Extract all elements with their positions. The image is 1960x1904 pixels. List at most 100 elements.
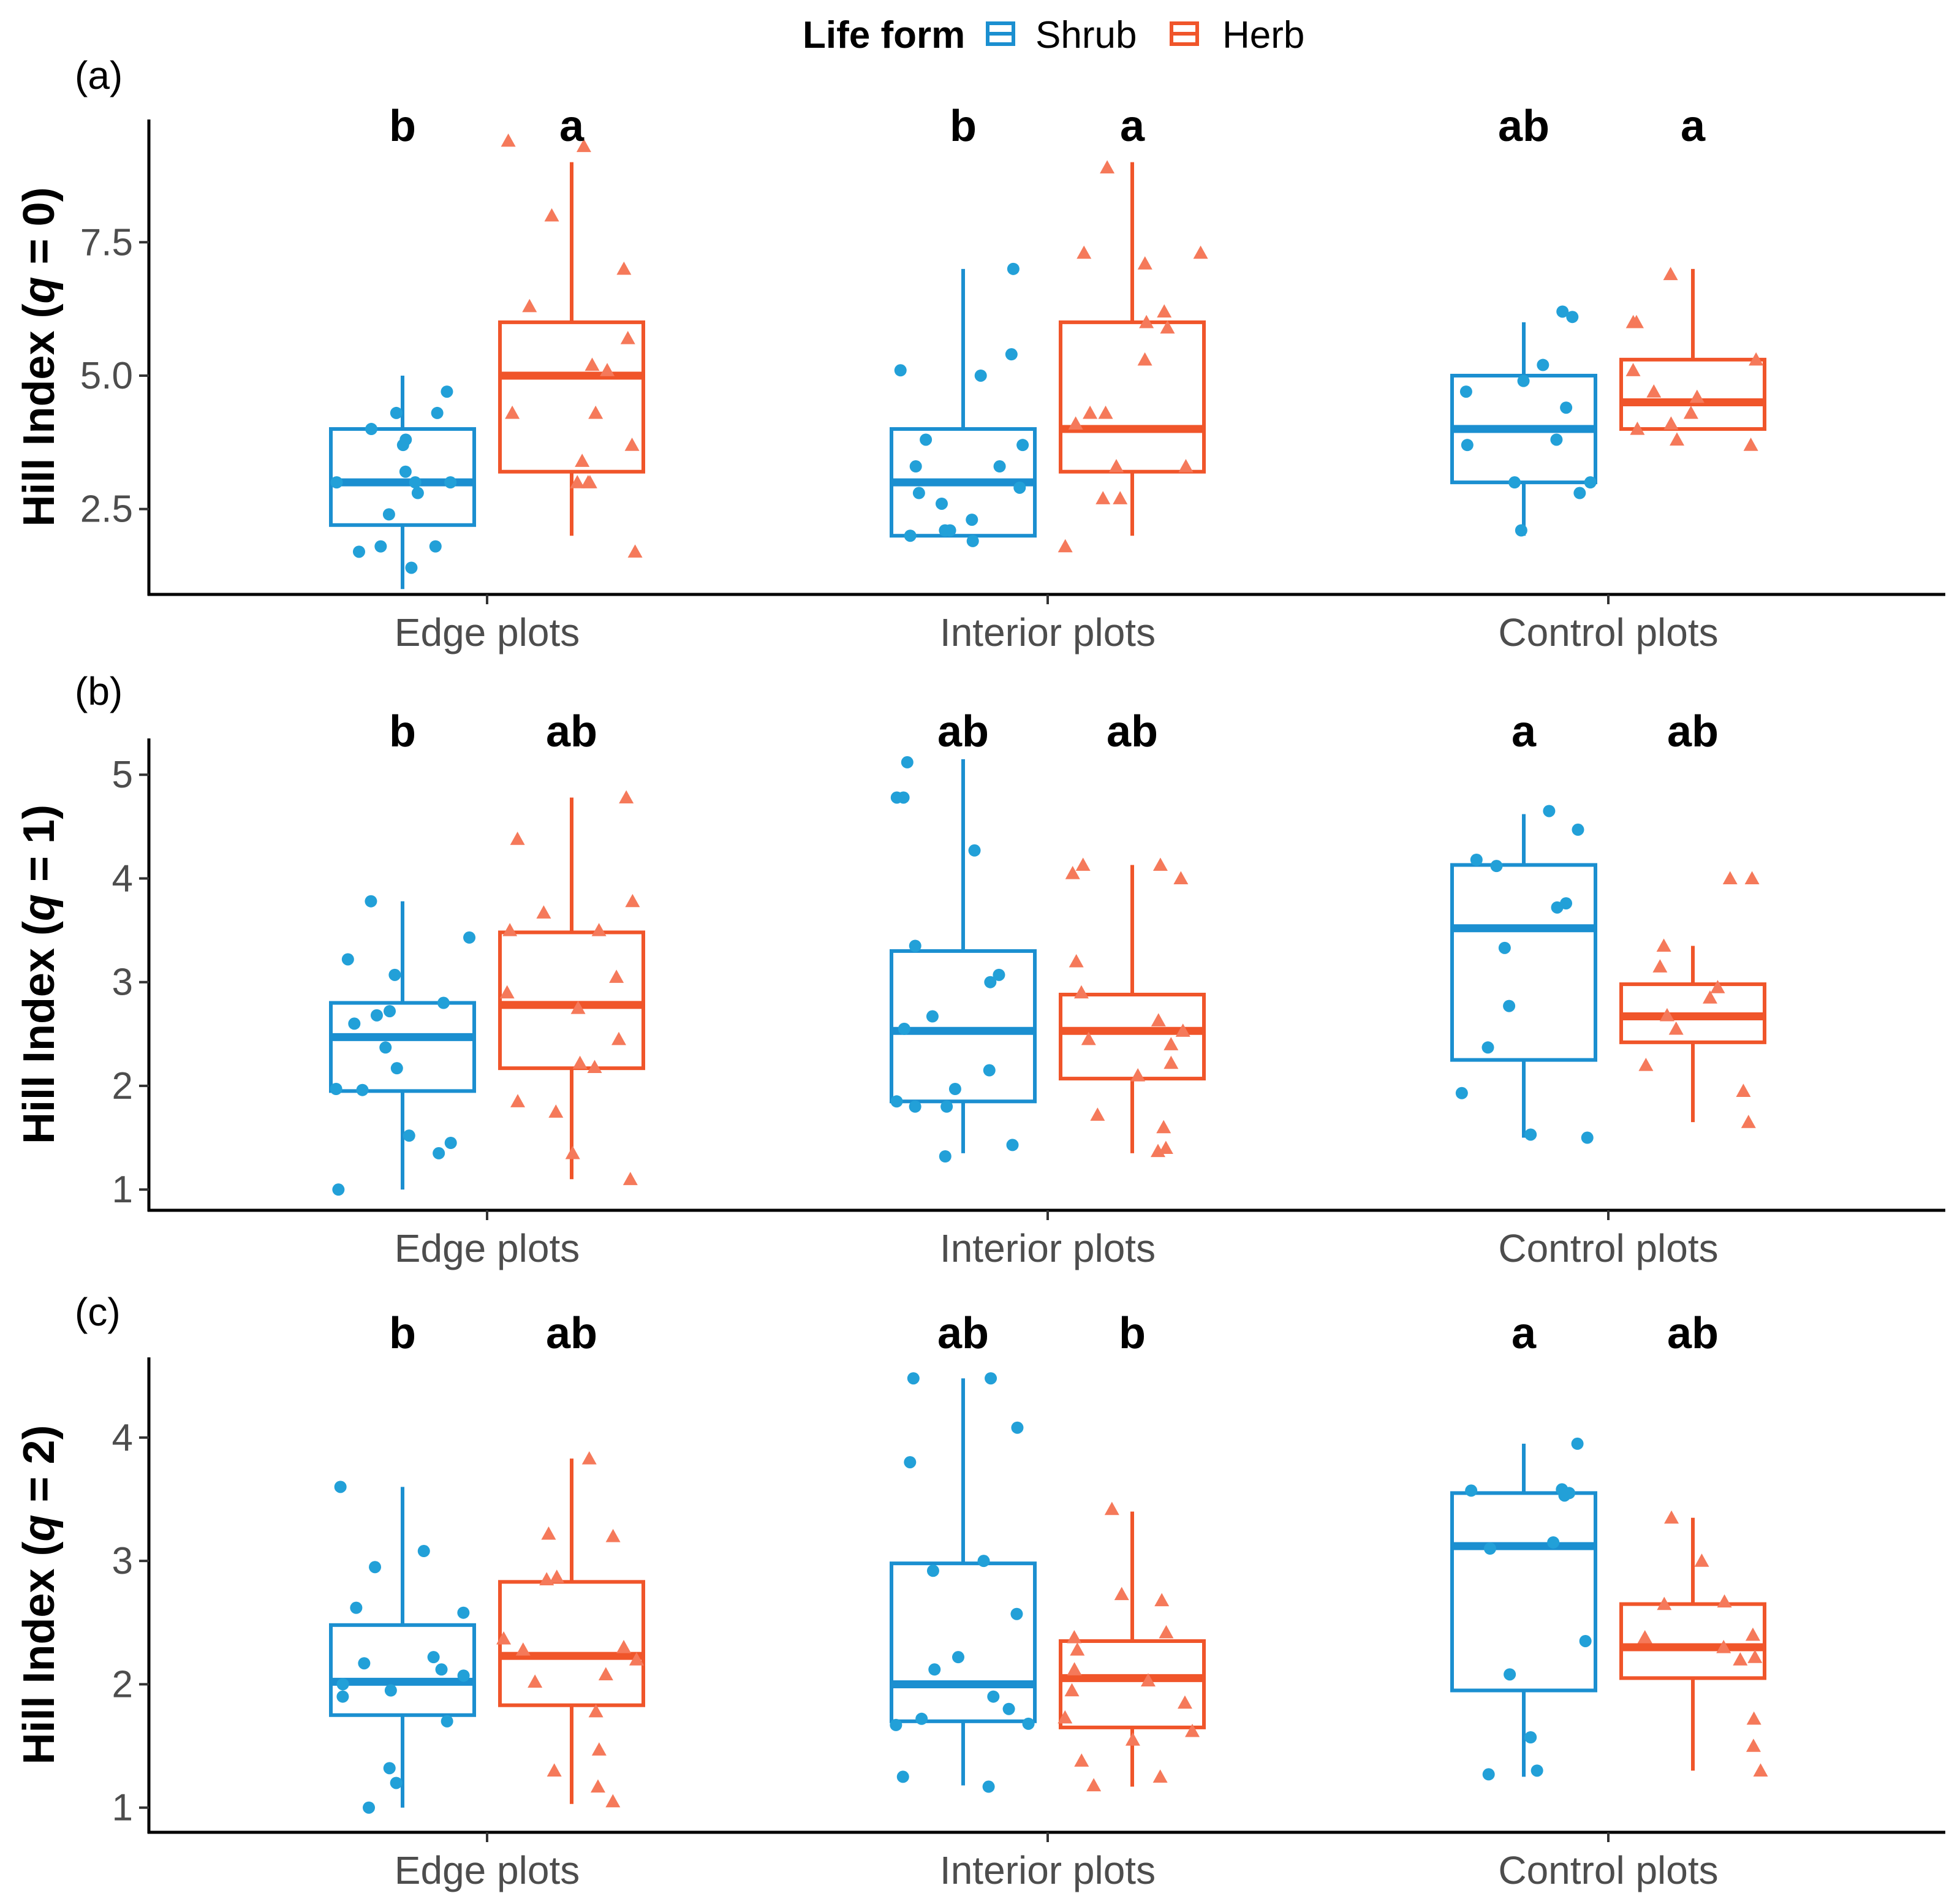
- data-point: [987, 1690, 1000, 1703]
- data-point: [587, 1060, 602, 1074]
- box: [890, 949, 1037, 1104]
- y-tick-label: 2: [112, 1663, 133, 1705]
- data-point: [1075, 857, 1091, 871]
- data-point: [1185, 1723, 1200, 1737]
- data-point: [1537, 358, 1549, 371]
- data-point: [382, 508, 395, 521]
- data-point: [1702, 990, 1717, 1004]
- x-tick-label: Interior plots: [940, 610, 1156, 654]
- data-point: [1064, 1683, 1080, 1697]
- data-point: [1668, 1021, 1684, 1035]
- data-point: [356, 1083, 369, 1096]
- box: [329, 427, 476, 527]
- data-point: [1193, 245, 1208, 259]
- data-point: [1753, 1763, 1768, 1777]
- data-point: [1175, 1023, 1190, 1037]
- data-point: [1090, 1107, 1105, 1121]
- data-point: [1556, 305, 1569, 318]
- significance-letter: a: [1512, 1309, 1537, 1358]
- data-point: [968, 844, 981, 857]
- data-point: [1579, 1634, 1592, 1647]
- data-point: [1652, 959, 1668, 973]
- data-point: [1156, 1120, 1171, 1134]
- data-point: [600, 363, 615, 376]
- data-point: [399, 433, 412, 446]
- data-point: [1746, 1711, 1761, 1725]
- data-point: [1517, 374, 1530, 387]
- data-point: [1566, 311, 1579, 324]
- data-point: [935, 497, 948, 510]
- data-point: [350, 1601, 363, 1614]
- data-point: [944, 524, 956, 537]
- data-point: [1076, 245, 1092, 259]
- data-point: [399, 465, 412, 478]
- data-point: [444, 476, 457, 489]
- y-tick-label: 4: [112, 857, 133, 900]
- data-point: [1584, 476, 1597, 489]
- data-point: [1637, 1629, 1652, 1644]
- data-point: [1656, 938, 1671, 952]
- data-point: [983, 1064, 996, 1077]
- data-point: [625, 893, 640, 908]
- data-point: [547, 1763, 562, 1777]
- data-point: [1459, 385, 1472, 398]
- data-point: [1745, 1627, 1760, 1641]
- data-point: [411, 487, 424, 499]
- data-point: [909, 939, 921, 952]
- data-point: [890, 791, 903, 804]
- data-point: [1006, 1139, 1019, 1151]
- data-point: [1717, 1594, 1732, 1608]
- data-point: [920, 433, 933, 446]
- x-tick-label: Interior plots: [940, 1848, 1156, 1892]
- data-point: [598, 1667, 613, 1680]
- panel-tag: (c): [75, 1290, 121, 1334]
- data-point: [894, 364, 907, 377]
- data-point: [539, 1572, 554, 1585]
- data-point: [348, 1017, 361, 1030]
- data-point: [390, 1777, 403, 1789]
- data-point: [1689, 389, 1705, 403]
- data-point: [1670, 432, 1685, 446]
- data-point: [1744, 871, 1760, 885]
- data-point: [1470, 854, 1483, 866]
- data-point: [1058, 539, 1073, 553]
- data-point: [1137, 256, 1152, 270]
- data-point: [966, 514, 978, 526]
- data-point: [1081, 1031, 1096, 1045]
- data-point: [1625, 363, 1641, 376]
- data-point: [1005, 348, 1018, 361]
- y-tick-label: 5.0: [80, 355, 133, 397]
- data-point: [370, 1009, 383, 1022]
- data-point: [502, 923, 518, 936]
- data-point: [1013, 481, 1026, 494]
- data-point: [352, 545, 365, 558]
- significance-letter: ab: [1498, 102, 1549, 151]
- x-tick-label: Edge plots: [395, 1848, 580, 1892]
- data-point: [388, 968, 401, 981]
- significance-letter: a: [1681, 102, 1706, 151]
- data-point: [1710, 980, 1725, 993]
- significance-letter: ab: [546, 1309, 597, 1358]
- data-point: [588, 1704, 604, 1718]
- significance-letter: ab: [1667, 707, 1719, 756]
- data-point: [622, 1172, 638, 1185]
- significance-letter: b: [389, 1309, 416, 1358]
- data-point: [1551, 901, 1564, 914]
- significance-letter: ab: [937, 707, 989, 756]
- data-point: [374, 540, 387, 553]
- data-point: [1158, 1140, 1173, 1155]
- data-point: [1508, 476, 1521, 489]
- data-point: [1571, 1437, 1584, 1450]
- data-point: [591, 923, 607, 936]
- data-point: [510, 832, 525, 845]
- data-point: [390, 1062, 403, 1075]
- data-point: [1140, 1673, 1156, 1687]
- data-point: [1007, 262, 1020, 275]
- legend-title: Life form: [803, 14, 965, 56]
- data-point: [515, 1642, 531, 1656]
- data-point: [1550, 433, 1563, 446]
- data-point: [898, 1022, 910, 1035]
- data-point: [1461, 439, 1474, 452]
- data-point: [1100, 160, 1115, 173]
- box: [329, 1001, 476, 1093]
